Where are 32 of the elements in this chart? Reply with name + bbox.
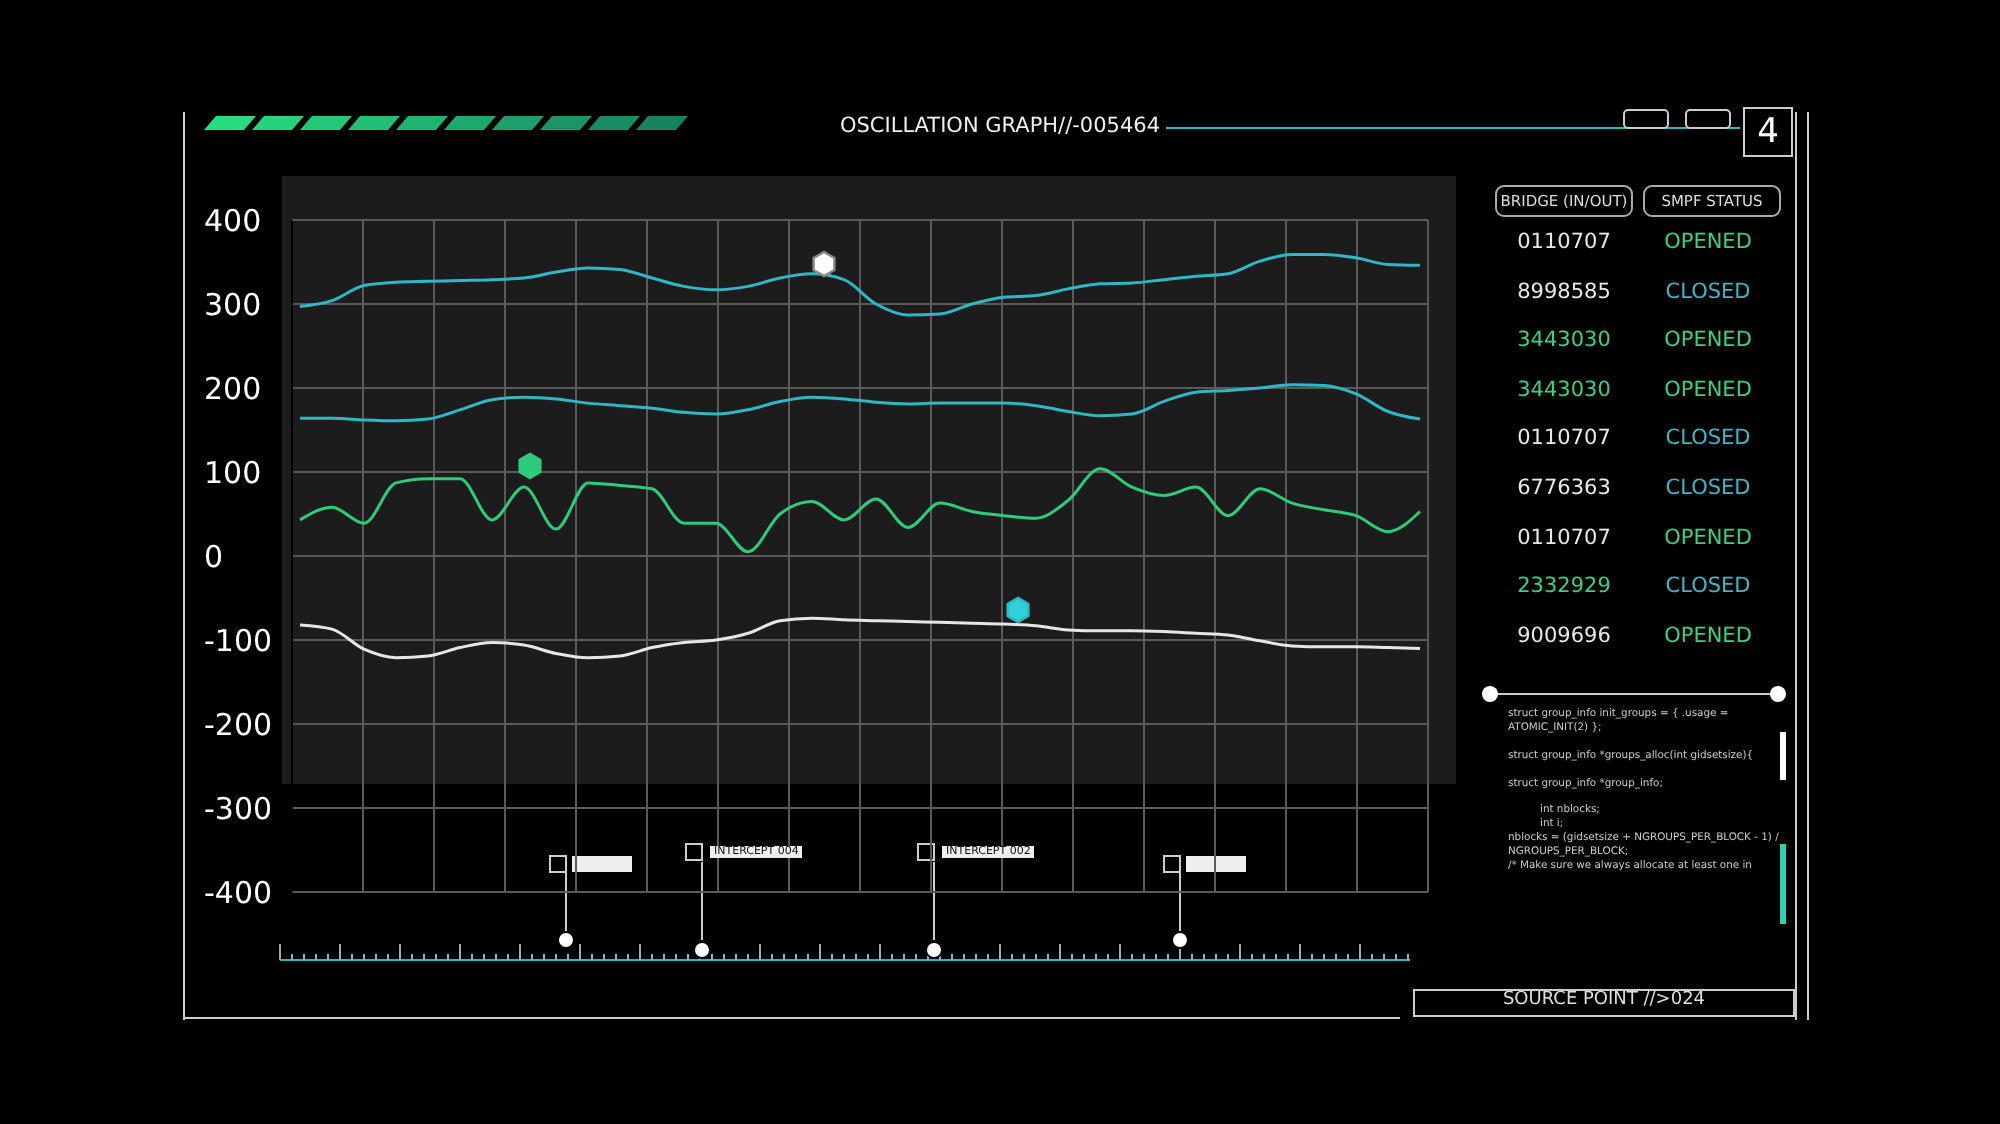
text: 0110707 [1515,525,1613,550]
text: CLOSED [1663,426,1753,451]
y-tick-label: 300 [204,286,262,323]
text: OPENED [1662,525,1754,550]
text: 0110707 [1515,230,1613,254]
text: 0110707 [1515,426,1613,451]
y-tick-label: -100 [204,622,273,659]
text: 8998585 [1515,279,1613,304]
text: OPENED [1662,328,1754,353]
text: OPENED [1662,623,1754,648]
y-tick-label: 200 [204,370,262,407]
y-tick-label: -300 [204,790,273,827]
text: 3443030 [1515,377,1613,402]
y-tick-label: 400 [204,202,262,239]
text: OPENED [1662,377,1754,402]
text: CLOSED [1663,476,1753,500]
chart-title: OSCILLATION GRAPH//-005464 [838,114,1160,138]
text: 6776363 [1515,476,1613,500]
text: 2332929 [1515,574,1613,599]
y-tick-label: 0 [204,538,224,575]
line-series [298,467,1422,554]
y-tick-label: -400 [204,874,273,911]
text: OPENED [1662,230,1754,254]
text: CLOSED [1663,574,1753,599]
y-tick-label: -200 [204,706,273,743]
y-tick-label: 100 [204,454,262,491]
text: 9009696 [1515,623,1613,648]
line-series [298,252,1422,317]
source-note: SOURCE POINT //>024 [1500,990,1708,1010]
line-series [298,383,1422,423]
text: CLOSED [1663,279,1753,304]
text: 3443030 [1515,328,1613,353]
